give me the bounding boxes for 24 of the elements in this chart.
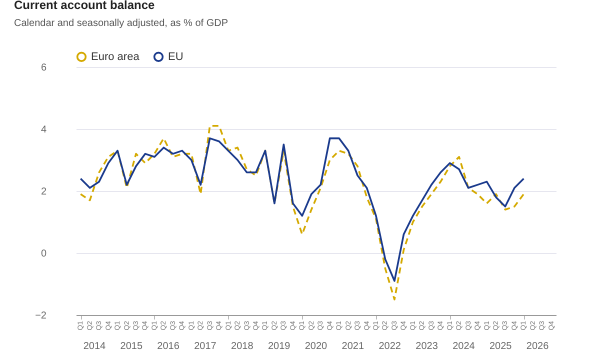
chart-subtitle: Calendar and seasonally adjusted, as % of GDP — [14, 18, 228, 29]
text: 2026 — [526, 341, 550, 352]
y-tick-label: 4 — [40, 124, 47, 136]
text: 2018 — [231, 341, 254, 352]
text: 2024 — [452, 341, 476, 352]
line-series — [80, 125, 525, 300]
text: 2022 — [378, 341, 402, 352]
text: 2023 — [416, 341, 438, 352]
text: 2016 — [157, 341, 180, 352]
chart-title: Current account balance — [14, 0, 156, 12]
text: 2017 — [194, 341, 217, 352]
legend-label: Euro area — [91, 50, 140, 63]
y-tick-label: 0 — [40, 248, 47, 260]
legend-label: EU — [168, 50, 184, 63]
y-tick-label: −2 — [35, 310, 47, 322]
text: 2015 — [120, 341, 143, 352]
text: 2025 — [489, 341, 512, 352]
line-series — [80, 137, 525, 282]
text: 2014 — [83, 341, 106, 352]
y-tick-label: 6 — [40, 62, 47, 74]
text: 2021 — [342, 341, 364, 352]
text: 2020 — [304, 341, 328, 352]
y-tick-label: 2 — [40, 186, 47, 198]
text: 2019 — [268, 341, 291, 352]
